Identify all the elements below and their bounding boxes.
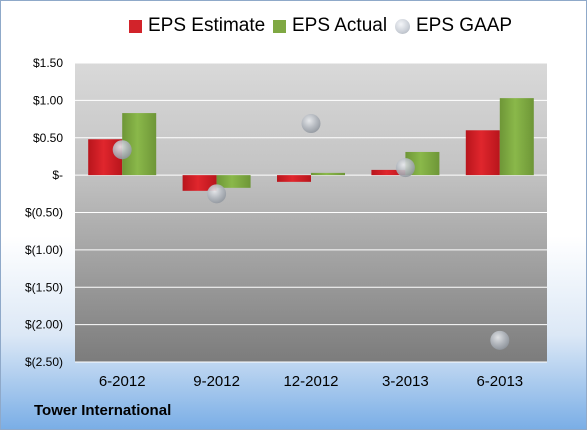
- legend-label-gaap: EPS GAAP: [416, 15, 513, 36]
- gaap-point: [207, 184, 227, 204]
- actual-bar: [216, 175, 251, 188]
- legend-swatch-gaap: [395, 18, 410, 34]
- estimate-bar: [465, 130, 500, 176]
- legend-label-actual: EPS Actual: [292, 15, 388, 36]
- legend-item-actual: EPS Actual: [273, 15, 387, 37]
- company-name: Tower International: [34, 402, 172, 419]
- legend-item-estimate: EPS Estimate: [129, 15, 265, 37]
- legend-label-estimate: EPS Estimate: [148, 15, 266, 36]
- gaap-points: [112, 114, 510, 350]
- y-tick-label: $-: [52, 168, 63, 182]
- x-tick-label: 6-2013: [476, 373, 523, 390]
- legend-swatch-estimate: [129, 19, 142, 33]
- y-tick-label: $(2.50): [25, 355, 63, 369]
- y-axis-ticks: $1.50 $1.00 $0.50 $- $(0.50) $(1.00) $(1.50) $(…: [25, 56, 63, 369]
- y-tick-label: $(2.00): [25, 318, 63, 332]
- y-tick-label: $0.50: [33, 131, 63, 145]
- gaap-point: [395, 158, 415, 178]
- y-tick-label: $1.00: [33, 93, 63, 107]
- y-tick-label: $(1.00): [25, 243, 63, 257]
- gaap-point: [301, 114, 321, 134]
- estimate-bar: [371, 169, 406, 176]
- legend: EPS Estimate EPS Actual EPS GAAP: [1, 15, 586, 43]
- gaap-point: [490, 330, 510, 350]
- legend-item-gaap: EPS GAAP: [395, 15, 512, 37]
- x-tick-label: 9-2012: [193, 373, 240, 390]
- legend-swatch-actual: [273, 19, 286, 33]
- x-axis-ticks: 6-2012 9-2012 12-2012 3-2013 6-2013: [99, 373, 523, 390]
- actual-bar: [311, 172, 345, 176]
- estimate-bar: [277, 175, 311, 182]
- y-tick-label: $(0.50): [25, 206, 63, 220]
- estimate-bar: [182, 175, 217, 191]
- x-tick-label: 3-2013: [382, 373, 429, 390]
- x-tick-label: 6-2012: [99, 373, 146, 390]
- y-tick-label: $(1.50): [25, 280, 63, 294]
- gaap-point: [112, 140, 132, 160]
- x-tick-label: 12-2012: [283, 373, 338, 390]
- y-tick-label: $1.50: [33, 56, 63, 70]
- actual-bar: [499, 98, 534, 176]
